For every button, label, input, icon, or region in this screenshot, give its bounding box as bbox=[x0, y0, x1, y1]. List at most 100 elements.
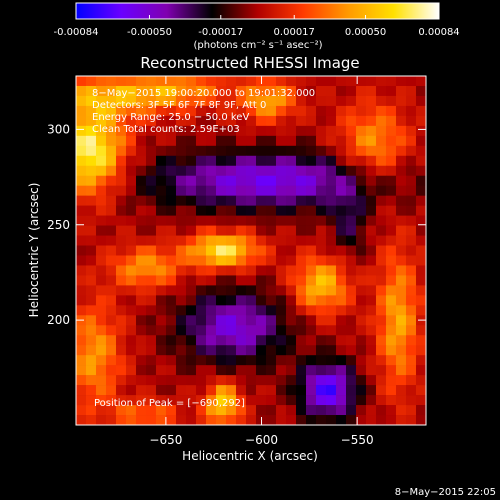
heatmap-cell bbox=[96, 355, 107, 366]
heatmap-cell bbox=[276, 105, 287, 117]
heatmap-cell bbox=[236, 415, 247, 426]
heatmap-cell bbox=[286, 275, 297, 286]
heatmap-cell bbox=[176, 105, 187, 117]
heatmap-cell bbox=[396, 355, 407, 366]
heatmap-cell bbox=[276, 255, 287, 266]
heatmap-cell bbox=[276, 195, 287, 206]
heatmap-cell bbox=[286, 265, 297, 276]
heatmap-cell bbox=[96, 315, 107, 326]
heatmap-cell bbox=[246, 345, 257, 356]
heatmap-cell bbox=[136, 125, 147, 137]
heatmap-cell bbox=[366, 225, 377, 236]
heatmap-cell bbox=[286, 335, 297, 346]
heatmap-cells bbox=[76, 76, 427, 426]
heatmap-cell bbox=[346, 145, 357, 157]
heatmap-cell bbox=[416, 245, 427, 256]
heatmap-cell bbox=[246, 145, 257, 157]
heatmap-cell bbox=[196, 195, 207, 206]
heatmap-cell bbox=[146, 395, 157, 406]
heatmap-cell bbox=[206, 305, 217, 316]
heatmap-cell bbox=[316, 235, 327, 246]
heatmap-cell bbox=[396, 365, 407, 376]
heatmap-cell bbox=[76, 365, 87, 376]
heatmap-cell bbox=[126, 335, 137, 346]
heatmap-cell bbox=[226, 105, 237, 117]
heatmap-cell bbox=[326, 175, 337, 186]
heatmap-cell bbox=[246, 265, 257, 276]
heatmap-cell bbox=[156, 275, 167, 286]
heatmap-cell bbox=[286, 95, 297, 107]
heatmap-cell bbox=[96, 135, 107, 147]
heatmap-cell bbox=[406, 195, 417, 206]
heatmap-cell bbox=[316, 395, 327, 406]
heatmap-cell bbox=[86, 245, 97, 256]
heatmap-cell bbox=[246, 415, 257, 426]
heatmap-cell bbox=[396, 145, 407, 157]
heatmap-cell bbox=[176, 165, 187, 177]
heatmap-cell bbox=[126, 395, 137, 406]
heatmap-cell bbox=[336, 135, 347, 147]
heatmap-cell bbox=[206, 205, 217, 216]
heatmap-cell bbox=[286, 225, 297, 236]
heatmap-cell bbox=[166, 305, 177, 316]
y-tick-label: 300 bbox=[47, 122, 70, 136]
heatmap-cell bbox=[236, 365, 247, 376]
heatmap-cell bbox=[226, 85, 237, 97]
heatmap-cell bbox=[416, 275, 427, 286]
heatmap-cell bbox=[266, 215, 277, 226]
heatmap-cell bbox=[396, 105, 407, 117]
heatmap-cell bbox=[116, 245, 127, 256]
heatmap-cell bbox=[266, 265, 277, 276]
heatmap-cell bbox=[96, 375, 107, 386]
heatmap-cell bbox=[306, 365, 317, 376]
heatmap-cell bbox=[346, 205, 357, 216]
heatmap-cell bbox=[376, 345, 387, 356]
heatmap-cell bbox=[296, 365, 307, 376]
heatmap-cell bbox=[156, 295, 167, 306]
heatmap-cell bbox=[356, 375, 367, 386]
heatmap-cell bbox=[346, 405, 357, 416]
heatmap-cell bbox=[116, 195, 127, 206]
heatmap-cell bbox=[256, 125, 267, 137]
heatmap-cell bbox=[256, 155, 267, 167]
heatmap-cell bbox=[246, 115, 257, 127]
heatmap-cell bbox=[306, 145, 317, 157]
heatmap-cell bbox=[86, 105, 97, 117]
heatmap-cell bbox=[406, 415, 417, 426]
heatmap-cell bbox=[116, 76, 127, 87]
heatmap-cell bbox=[176, 195, 187, 206]
heatmap-cell bbox=[136, 165, 147, 177]
heatmap-cell bbox=[166, 405, 177, 416]
heatmap-cell bbox=[316, 135, 327, 147]
heatmap-cell bbox=[106, 315, 117, 326]
heatmap-cell bbox=[296, 245, 307, 256]
heatmap-cell bbox=[76, 385, 87, 396]
heatmap-cell bbox=[376, 175, 387, 186]
heatmap-cell bbox=[416, 95, 427, 107]
heatmap-cell bbox=[276, 395, 287, 406]
heatmap-cell bbox=[96, 245, 107, 256]
heatmap-cell bbox=[86, 165, 97, 177]
heatmap-cell bbox=[336, 405, 347, 416]
heatmap-cell bbox=[266, 155, 277, 167]
heatmap-cell bbox=[266, 76, 277, 87]
heatmap-cell bbox=[276, 145, 287, 157]
heatmap-cell bbox=[286, 105, 297, 117]
heatmap-cell bbox=[236, 305, 247, 316]
heatmap-cell bbox=[386, 85, 397, 97]
heatmap-cell bbox=[416, 325, 427, 336]
heatmap-cell bbox=[386, 325, 397, 336]
heatmap-cell bbox=[366, 325, 377, 336]
heatmap-cell bbox=[196, 395, 207, 406]
heatmap-cell bbox=[186, 265, 197, 276]
heatmap-cell bbox=[226, 235, 237, 246]
heatmap-cell bbox=[326, 325, 337, 336]
heatmap-cell bbox=[96, 395, 107, 406]
heatmap-cell bbox=[366, 165, 377, 177]
heatmap-cell bbox=[226, 375, 237, 386]
heatmap-cell bbox=[266, 345, 277, 356]
heatmap-cell bbox=[116, 85, 127, 97]
heatmap-cell bbox=[266, 95, 277, 107]
heatmap-cell bbox=[236, 115, 247, 127]
heatmap-cell bbox=[406, 325, 417, 336]
